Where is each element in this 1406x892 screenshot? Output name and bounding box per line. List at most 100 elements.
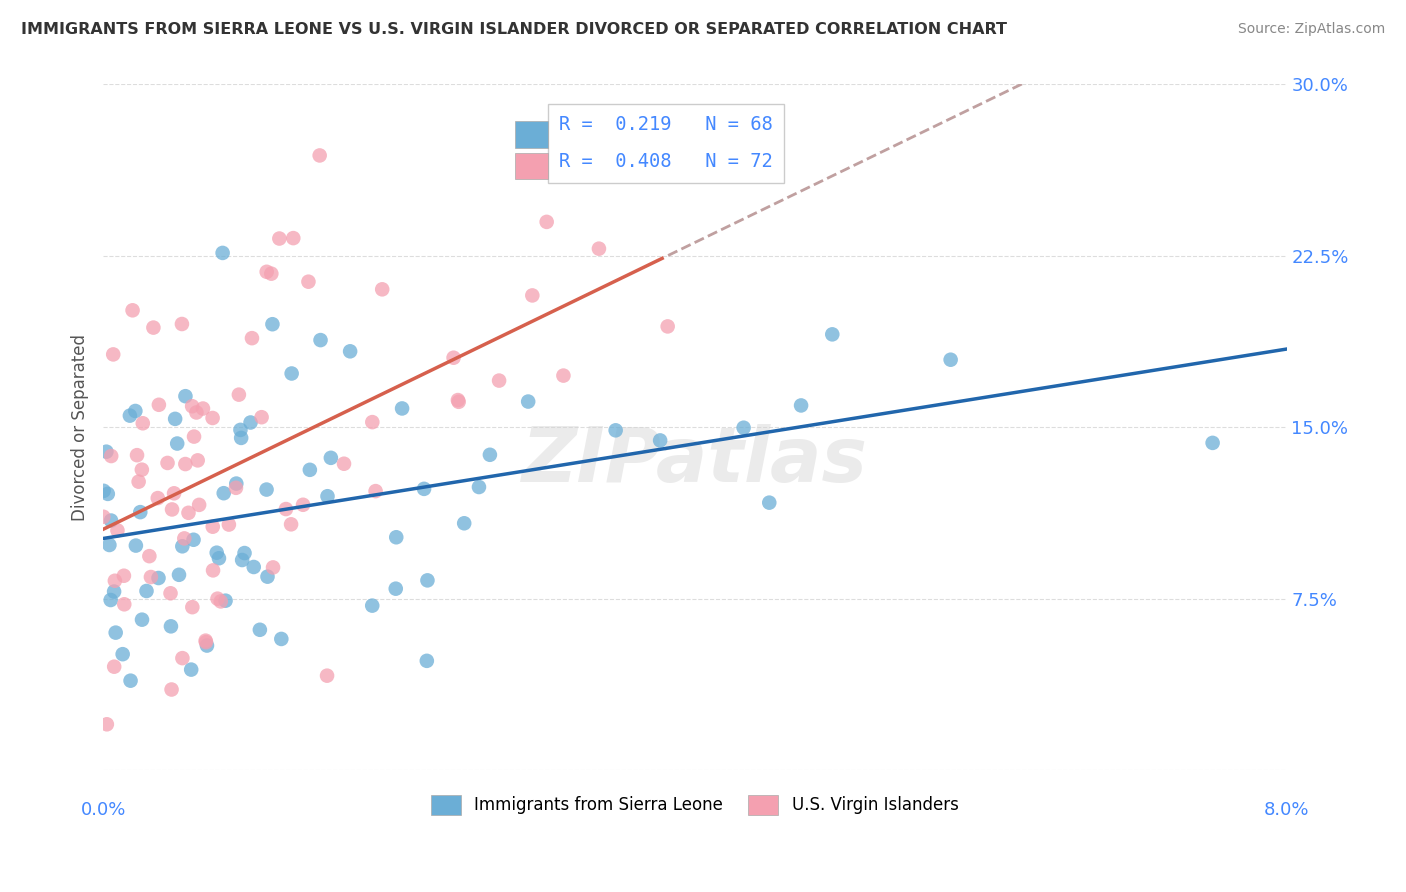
Point	[361, 599, 384, 613]
Point	[239, 416, 262, 430]
Point	[250, 410, 273, 425]
Text: ZIPatlas: ZIPatlas	[522, 425, 868, 499]
Point	[588, 242, 610, 256]
Point	[131, 613, 153, 627]
Point	[384, 582, 406, 596]
Point	[125, 539, 148, 553]
Point	[202, 563, 225, 577]
Point	[111, 647, 134, 661]
Point	[208, 551, 231, 566]
Point	[180, 663, 202, 677]
Point	[146, 491, 169, 505]
Point	[333, 457, 356, 471]
Point	[167, 567, 190, 582]
Point	[657, 319, 679, 334]
Point	[211, 246, 233, 260]
Point	[159, 586, 181, 600]
Point	[98, 538, 121, 552]
Point	[170, 317, 193, 331]
Point	[207, 591, 229, 606]
Point	[274, 502, 297, 516]
Point	[139, 570, 162, 584]
Point	[240, 331, 263, 345]
Point	[228, 387, 250, 401]
Point	[156, 456, 179, 470]
Point	[553, 368, 575, 383]
Point	[195, 639, 218, 653]
Point	[100, 514, 122, 528]
Point	[364, 484, 387, 499]
Point	[124, 404, 146, 418]
Point	[233, 546, 256, 560]
Point	[97, 487, 120, 501]
Point	[478, 448, 501, 462]
Point	[447, 394, 470, 409]
Point	[188, 498, 211, 512]
Point	[308, 148, 330, 162]
Point	[131, 463, 153, 477]
Point	[103, 347, 125, 361]
Point	[201, 411, 224, 425]
Point	[361, 415, 384, 429]
Point	[194, 633, 217, 648]
Point	[447, 393, 470, 408]
Point	[229, 423, 252, 437]
Point	[121, 303, 143, 318]
Point	[129, 505, 152, 519]
Point	[172, 651, 194, 665]
Point	[270, 632, 292, 646]
Point	[309, 333, 332, 347]
Point	[821, 327, 844, 342]
Point	[225, 481, 247, 495]
Point	[103, 584, 125, 599]
Point	[135, 584, 157, 599]
Point	[269, 231, 291, 245]
Point	[517, 394, 540, 409]
Point	[160, 682, 183, 697]
Point	[191, 401, 214, 416]
Point	[218, 517, 240, 532]
Point	[104, 625, 127, 640]
Point	[100, 593, 122, 607]
Point	[242, 560, 264, 574]
Y-axis label: Divorced or Separated: Divorced or Separated	[72, 334, 89, 521]
Point	[183, 533, 205, 547]
Point	[205, 546, 228, 560]
Point	[939, 352, 962, 367]
Point	[120, 673, 142, 688]
Point	[107, 524, 129, 538]
Point	[256, 569, 278, 583]
Text: Source: ZipAtlas.com: Source: ZipAtlas.com	[1237, 22, 1385, 37]
Point	[488, 374, 510, 388]
Point	[163, 486, 186, 500]
Point	[96, 444, 118, 458]
Text: 8.0%: 8.0%	[1264, 800, 1309, 819]
Point	[166, 436, 188, 450]
Point	[160, 502, 183, 516]
Point	[292, 498, 315, 512]
Point	[391, 401, 413, 416]
Point	[91, 509, 114, 524]
Point	[148, 398, 170, 412]
Point	[468, 480, 491, 494]
Point	[339, 344, 361, 359]
Point	[453, 516, 475, 531]
Point	[186, 405, 208, 419]
Point	[256, 265, 278, 279]
Point	[128, 475, 150, 489]
Point	[103, 659, 125, 673]
Point	[443, 351, 465, 365]
Point	[177, 506, 200, 520]
Point	[212, 486, 235, 500]
Point	[132, 417, 155, 431]
Point	[605, 423, 627, 437]
Point	[104, 574, 127, 588]
Point	[195, 635, 218, 649]
Point	[416, 574, 439, 588]
Text: R =  0.219   N = 68
R =  0.408   N = 72: R = 0.219 N = 68 R = 0.408 N = 72	[558, 115, 772, 171]
Point	[138, 549, 160, 563]
Point	[181, 600, 204, 615]
Point	[100, 449, 122, 463]
Legend: Immigrants from Sierra Leone, U.S. Virgin Islanders: Immigrants from Sierra Leone, U.S. Virgi…	[423, 787, 967, 823]
Point	[187, 453, 209, 467]
